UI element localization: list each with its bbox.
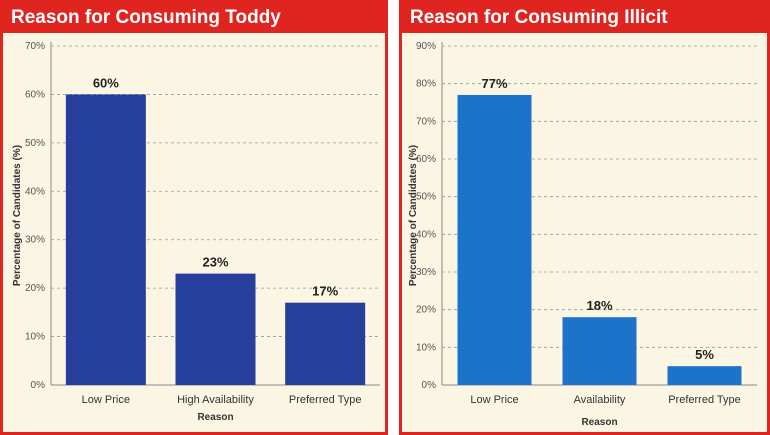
bar-value-label: 5% <box>695 347 714 362</box>
chart-panel-toddy: Reason for Consuming Toddy 0% 10% 20% 30% 40… <box>0 0 388 435</box>
y-tick-label: 30% <box>25 235 45 246</box>
y-tick-label: 10% <box>416 342 436 353</box>
y-tick-label: 90% <box>416 41 436 52</box>
y-tick-label: 30% <box>416 267 436 278</box>
y-axis-title: Percentage of Candidates (%) <box>408 145 419 286</box>
bar <box>285 302 366 385</box>
y-tick-label: 0% <box>422 380 437 391</box>
bar-value-label: 17% <box>312 284 338 299</box>
x-axis-title: Reason <box>581 417 617 428</box>
y-tick-label: 50% <box>416 192 436 203</box>
y-tick-label: 40% <box>416 229 436 240</box>
x-axis-title: Reason <box>197 412 233 423</box>
bar-value-label: 23% <box>202 255 228 270</box>
bar-chart-illicit: 0% 10% 20% 30% 40% 50% 60% 70% 80% 90% 77% Low Pric… <box>408 41 757 428</box>
x-category-label: Availability <box>574 394 626 406</box>
y-tick-label: 50% <box>25 138 45 149</box>
bar <box>457 94 532 385</box>
bar-chart-toddy: 0% 10% 20% 30% 40% 50% 60% 70% 60% Low Price 23% Hi… <box>12 41 380 423</box>
y-tick-label: 10% <box>25 332 45 343</box>
x-category-label: Low Price <box>470 394 518 406</box>
y-tick-label: 70% <box>416 116 436 127</box>
bar-value-label: 18% <box>586 298 612 313</box>
x-category-label: Preferred Type <box>668 394 741 406</box>
bar <box>667 366 742 385</box>
y-tick-label: 0% <box>31 380 46 391</box>
y-tick-label: 20% <box>416 305 436 316</box>
y-axis-title: Percentage of Candidates (%) <box>12 145 23 286</box>
x-category-label: Low Price <box>82 394 130 406</box>
y-tick-label: 20% <box>25 283 45 294</box>
chart-title-illicit: Reason for Consuming Illicit <box>402 3 767 33</box>
bar <box>562 317 637 385</box>
x-category-label: Preferred Type <box>289 394 362 406</box>
bar-value-label: 77% <box>481 76 507 91</box>
y-tick-label: 60% <box>416 154 436 165</box>
x-category-label: High Availability <box>177 394 254 406</box>
y-tick-label: 80% <box>416 79 436 90</box>
chart-panel-illicit: Reason for Consuming Illicit 0% 10% 20% 30%… <box>399 0 770 435</box>
bar-value-label: 60% <box>93 75 119 90</box>
y-tick-label: 60% <box>25 89 45 100</box>
bar <box>65 94 146 385</box>
y-tick-label: 40% <box>25 186 45 197</box>
bar <box>175 273 256 385</box>
y-tick-label: 70% <box>25 41 45 52</box>
chart-title-toddy: Reason for Consuming Toddy <box>3 3 385 33</box>
